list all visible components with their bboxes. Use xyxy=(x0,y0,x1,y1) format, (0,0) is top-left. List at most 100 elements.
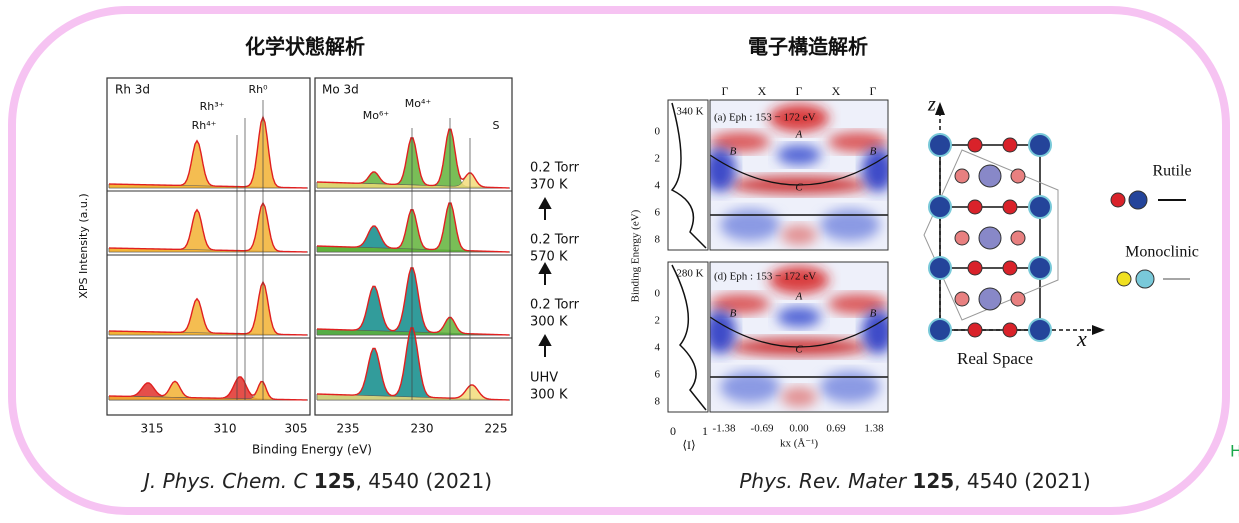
fit-line xyxy=(109,203,307,252)
x-label: Binding Energy (eV) xyxy=(252,443,372,457)
atom xyxy=(955,292,969,306)
band-label: B xyxy=(870,308,877,320)
panel-label: (d) Eph : 153 − 172 eV xyxy=(714,271,816,283)
y-tick: 8 xyxy=(655,234,661,246)
band-label: B xyxy=(870,146,877,158)
x-tick: 235 xyxy=(337,422,360,436)
peak xyxy=(109,382,308,400)
band-label: B xyxy=(730,308,737,320)
y-tick: 4 xyxy=(655,342,661,354)
band-label: A xyxy=(795,291,803,303)
band-label: B xyxy=(730,146,737,158)
peak xyxy=(317,268,510,335)
arpes-figure xyxy=(668,100,894,412)
atom xyxy=(979,227,1001,249)
panel-label: Rh 3d xyxy=(115,83,150,97)
band-label: C xyxy=(795,182,803,194)
atom xyxy=(968,138,982,152)
edge-text: H xyxy=(1230,442,1239,461)
y-tick: 2 xyxy=(655,153,661,165)
x-tick: 310 xyxy=(214,422,237,436)
top-tick: X xyxy=(832,84,841,98)
peak-label: Mo⁶⁺ xyxy=(363,109,390,122)
map-blob xyxy=(862,148,894,192)
top-tick: Γ xyxy=(796,84,803,98)
peak-label: Rh⁴⁺ xyxy=(192,119,217,132)
volume: 125 xyxy=(912,469,954,493)
condition: UHV xyxy=(530,371,558,386)
x-tick: 225 xyxy=(485,422,508,436)
atom xyxy=(1003,261,1017,275)
map-blob xyxy=(862,310,894,354)
peak-label: Rh³⁺ xyxy=(200,100,225,113)
y-tick: 6 xyxy=(655,369,661,381)
peak-label: S xyxy=(493,119,500,132)
peak xyxy=(317,210,510,252)
map-blob xyxy=(781,387,817,407)
peak xyxy=(109,282,308,335)
legend-symbols xyxy=(1111,191,1190,288)
map-blob xyxy=(777,307,821,327)
caption: Real Space xyxy=(957,349,1033,368)
top-tick: X xyxy=(758,84,767,98)
atom xyxy=(955,169,969,183)
top-tick: Γ xyxy=(870,84,877,98)
y-tick: 0 xyxy=(655,126,661,138)
y-tick: 8 xyxy=(655,396,661,408)
temperature: 280 K xyxy=(676,268,703,280)
temperature: 340 K xyxy=(676,106,703,118)
x-tick: 0.00 xyxy=(789,423,809,435)
condition: 300 K xyxy=(530,388,568,403)
peak-label: Rh⁰ xyxy=(248,83,268,96)
citation: Phys. Rev. Mater 125, 4540 (2021) xyxy=(739,469,1090,493)
panel-label: Mo 3d xyxy=(322,83,359,97)
intensity-tick: 1 xyxy=(702,424,708,438)
y-tick: 0 xyxy=(655,288,661,300)
legend-entry: Monoclinic xyxy=(1125,244,1199,261)
x-tick: -1.38 xyxy=(713,423,736,435)
atom xyxy=(929,134,951,156)
map-blob xyxy=(720,209,780,241)
atom xyxy=(968,323,982,337)
atom xyxy=(1011,231,1025,245)
atom xyxy=(1003,323,1017,337)
map-blob xyxy=(820,209,880,241)
x-tick: -0.69 xyxy=(751,423,774,435)
band-label: C xyxy=(795,344,803,356)
atom xyxy=(1029,134,1051,156)
atom xyxy=(979,165,1001,187)
atom xyxy=(979,288,1001,310)
intensity-tick: 0 xyxy=(670,424,676,438)
journal: J. Phys. Chem. C xyxy=(140,469,307,493)
y-tick: 4 xyxy=(655,180,661,192)
atom xyxy=(955,231,969,245)
atom xyxy=(968,261,982,275)
panel-label: (a) Eph : 153 − 172 eV xyxy=(714,112,816,124)
x-tick: 230 xyxy=(411,422,434,436)
atom xyxy=(929,196,951,218)
condition: 300 K xyxy=(530,315,568,330)
condition: 570 K xyxy=(530,250,568,265)
x-tick: 315 xyxy=(141,422,164,436)
x-tick: 1.38 xyxy=(864,423,884,435)
atom xyxy=(1011,169,1025,183)
atom xyxy=(1029,257,1051,279)
condition: 0.2 Torr xyxy=(530,233,580,248)
x-tick: 305 xyxy=(285,422,308,436)
slide: 化学状態解析 電子構造解析 Rh 3d Mo 3d Rh⁰ Rh³⁺ Rh⁴⁺ … xyxy=(0,0,1239,523)
peak-label: Mo⁴⁺ xyxy=(405,97,432,110)
atom xyxy=(1029,196,1051,218)
axis-name: x xyxy=(1076,326,1087,351)
atom xyxy=(1003,200,1017,214)
map-blob xyxy=(720,371,780,403)
fit-line xyxy=(109,282,307,335)
y-label: XPS Intensity (a.u.) xyxy=(77,193,90,298)
citation: J. Phys. Chem. C 125, 4540 (2021) xyxy=(140,469,492,493)
legend-entry: Rutile xyxy=(1152,163,1191,180)
arrows xyxy=(540,199,550,357)
citation-rest: , 4540 (2021) xyxy=(954,469,1090,493)
axis-name: z xyxy=(927,94,936,116)
condition: 0.2 Torr xyxy=(530,298,580,313)
peak xyxy=(109,141,308,188)
citation-rest: , 4540 (2021) xyxy=(356,469,492,493)
